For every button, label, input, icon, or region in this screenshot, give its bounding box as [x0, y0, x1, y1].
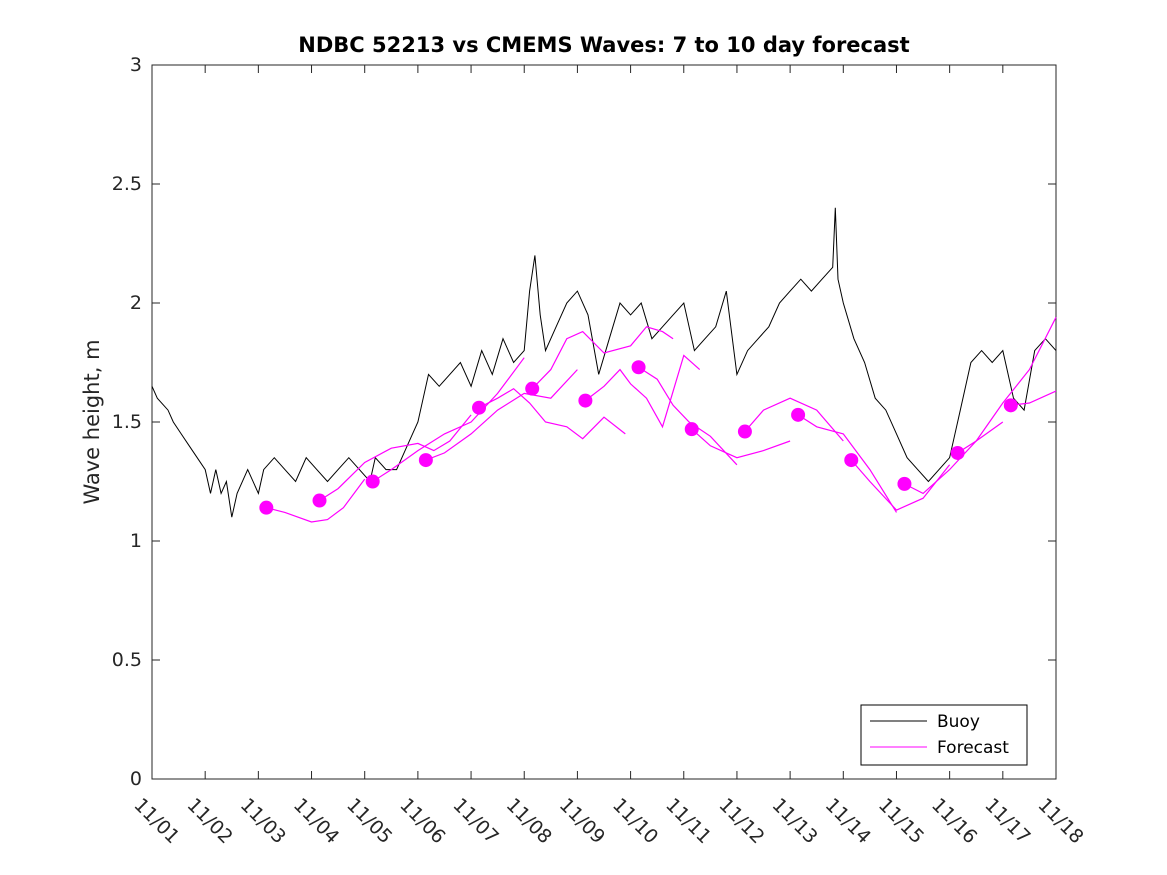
- buoy-series-line: [151, 207, 1057, 518]
- legend: Buoy Forecast: [860, 704, 1028, 766]
- y-tick-label: 1.5: [112, 411, 142, 433]
- forecast-series-line-5: [478, 387, 626, 440]
- legend-forecast-label: Forecast: [937, 738, 1009, 758]
- forecast-point: [791, 407, 806, 422]
- forecast-series-line-2: [319, 414, 472, 502]
- forecast-point: [684, 422, 699, 437]
- forecast-point: [1003, 398, 1018, 413]
- forecast-series-line-12: [850, 459, 951, 511]
- forecast-point: [631, 360, 646, 375]
- forecast-series-line-4: [425, 369, 578, 461]
- forecast-point: [418, 453, 433, 468]
- forecast-series-line-11: [797, 414, 898, 513]
- y-tick-label: 1: [130, 530, 142, 552]
- y-tick-label: 2: [130, 292, 142, 314]
- y-tick-label: 2.5: [112, 173, 142, 195]
- y-tick-label: 0.5: [112, 649, 142, 671]
- forecast-point: [365, 474, 380, 489]
- forecast-series-line-13: [904, 421, 1004, 495]
- forecast-point: [472, 400, 487, 415]
- y-tick-label: 0: [130, 768, 142, 790]
- forecast-point: [259, 500, 274, 515]
- forecast-series-line-1: [266, 478, 366, 523]
- forecast-point: [844, 453, 859, 468]
- forecast-point: [950, 445, 965, 460]
- forecast-series-line-6: [531, 326, 674, 390]
- forecast-point: [897, 476, 912, 491]
- y-axis-label: Wave height, m: [80, 339, 104, 504]
- forecast-series-line-3: [372, 357, 525, 483]
- legend-box: [860, 704, 1028, 766]
- forecast-series-line-10: [744, 397, 844, 442]
- forecast-point: [737, 424, 752, 439]
- forecast-point: [525, 381, 540, 396]
- forecast-series-line-8: [638, 366, 738, 466]
- forecast-series-line-9: [691, 428, 791, 459]
- chart-title: NDBC 52213 vs CMEMS Waves: 7 to 10 day f…: [298, 33, 909, 57]
- legend-buoy-label: Buoy: [937, 712, 980, 732]
- forecast-point: [312, 493, 327, 508]
- y-tick-label: 3: [130, 54, 142, 76]
- forecast-series-line-7: [585, 354, 701, 429]
- forecast-series-line-14: [957, 317, 1057, 454]
- forecast-point: [578, 393, 593, 408]
